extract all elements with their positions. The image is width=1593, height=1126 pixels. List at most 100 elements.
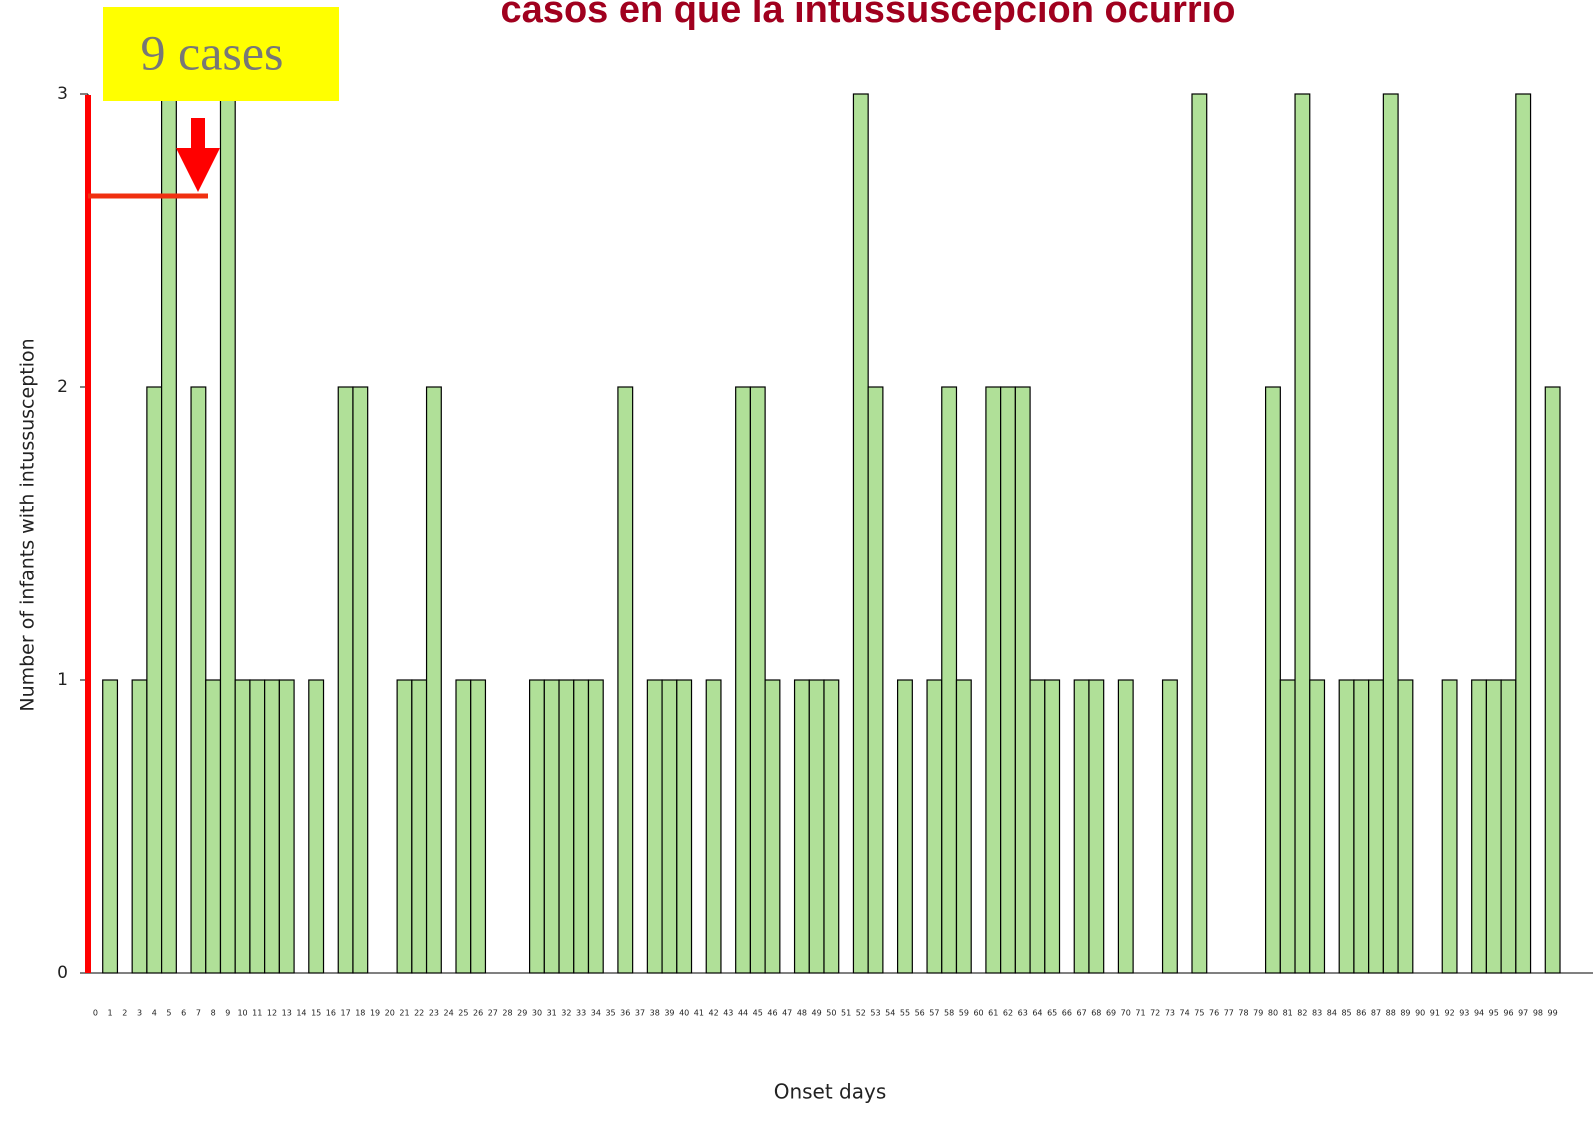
x-tick-label: 1 <box>108 1009 113 1018</box>
x-tick-label: 96 <box>1503 1009 1513 1018</box>
bar <box>1294 93 1311 974</box>
bar <box>352 386 369 974</box>
bar <box>985 386 1002 974</box>
x-tick-label: 86 <box>1356 1009 1366 1018</box>
bar <box>955 679 972 974</box>
x-tick-label: 63 <box>1018 1009 1028 1018</box>
x-tick-label: 51 <box>841 1009 851 1018</box>
bar <box>1073 679 1090 974</box>
x-tick-label: 53 <box>870 1009 880 1018</box>
bar <box>205 679 222 974</box>
bar <box>146 386 163 974</box>
annotation-box <box>103 7 339 101</box>
x-tick-label: 82 <box>1297 1009 1307 1018</box>
bar <box>278 679 295 974</box>
x-tick-label: 13 <box>282 1009 292 1018</box>
x-tick-label: 0 <box>93 1009 98 1018</box>
x-tick-label: 39 <box>664 1009 674 1018</box>
y-tick-label: 1 <box>57 670 68 690</box>
bar <box>1338 679 1355 974</box>
bar <box>661 679 678 974</box>
x-tick-label: 81 <box>1283 1009 1293 1018</box>
x-tick-label: 45 <box>753 1009 763 1018</box>
bar <box>808 679 825 974</box>
x-tick-label: 65 <box>1047 1009 1057 1018</box>
x-tick-label: 9 <box>225 1009 230 1018</box>
x-tick-label: 26 <box>473 1009 483 1018</box>
x-tick-label: 3 <box>137 1009 142 1018</box>
x-tick-label: 80 <box>1268 1009 1278 1018</box>
bar <box>396 679 413 974</box>
x-tick-label: 88 <box>1386 1009 1396 1018</box>
x-tick-label: 70 <box>1121 1009 1131 1018</box>
bar <box>852 93 869 974</box>
x-tick-label: 90 <box>1415 1009 1425 1018</box>
x-tick-label: 19 <box>370 1009 380 1018</box>
x-tick-label: 48 <box>797 1009 807 1018</box>
bar <box>573 679 590 974</box>
x-axis-label: Onset days <box>774 1080 887 1104</box>
x-tick-label: 73 <box>1165 1009 1175 1018</box>
x-tick-label: 29 <box>517 1009 527 1018</box>
x-tick-label: 77 <box>1224 1009 1234 1018</box>
x-tick-label: 64 <box>1032 1009 1042 1018</box>
bar <box>337 386 354 974</box>
bar <box>1353 679 1370 974</box>
x-tick-label: 2 <box>122 1009 127 1018</box>
x-tick-label: 32 <box>561 1009 571 1018</box>
x-tick-label: 87 <box>1371 1009 1381 1018</box>
x-tick-label: 22 <box>414 1009 424 1018</box>
bar <box>1500 679 1517 974</box>
x-tick-label: 20 <box>385 1009 395 1018</box>
bar <box>411 679 428 974</box>
y-tick-label: 2 <box>57 377 68 397</box>
bar <box>102 679 119 974</box>
bar <box>470 679 487 974</box>
bar <box>793 679 810 974</box>
x-tick-label: 67 <box>1077 1009 1087 1018</box>
x-tick-label: 97 <box>1518 1009 1528 1018</box>
x-tick-label: 92 <box>1445 1009 1455 1018</box>
x-tick-label: 43 <box>723 1009 733 1018</box>
bar <box>941 386 958 974</box>
x-tick-label: 95 <box>1489 1009 1499 1018</box>
x-tick-label: 42 <box>709 1009 719 1018</box>
bar <box>1044 679 1061 974</box>
bar <box>1309 679 1326 974</box>
bar <box>1544 386 1561 974</box>
bar <box>455 679 472 974</box>
bar <box>1264 386 1281 974</box>
x-tick-label: 16 <box>326 1009 336 1018</box>
bar <box>646 679 663 974</box>
bar <box>867 386 884 974</box>
x-tick-label: 57 <box>929 1009 939 1018</box>
bar <box>1191 93 1208 974</box>
x-tick-label: 23 <box>429 1009 439 1018</box>
x-tick-label: 59 <box>959 1009 969 1018</box>
bar <box>1382 93 1399 974</box>
bar <box>926 679 943 974</box>
x-tick-label: 11 <box>252 1009 262 1018</box>
bar <box>705 679 722 974</box>
x-tick-label: 49 <box>812 1009 822 1018</box>
bar <box>190 386 207 974</box>
x-tick-label: 27 <box>488 1009 498 1018</box>
x-tick-label: 47 <box>782 1009 792 1018</box>
x-tick-label: 6 <box>181 1009 186 1018</box>
x-tick-label: 30 <box>532 1009 542 1018</box>
x-tick-label: 84 <box>1327 1009 1337 1018</box>
x-tick-label: 46 <box>767 1009 777 1018</box>
bar <box>249 679 266 974</box>
bar <box>425 386 442 974</box>
x-tick-label: 17 <box>341 1009 351 1018</box>
annotation: 9 cases <box>141 24 284 80</box>
x-tick-label: 79 <box>1253 1009 1263 1018</box>
chart-title: casos en que la intussuscepción ocurrió <box>501 0 1236 31</box>
bar <box>676 679 693 974</box>
bar <box>896 679 913 974</box>
bar <box>587 679 604 974</box>
x-tick-label: 71 <box>1135 1009 1145 1018</box>
bar <box>749 386 766 974</box>
x-tick-label: 18 <box>355 1009 365 1018</box>
x-tick-label: 4 <box>152 1009 157 1018</box>
